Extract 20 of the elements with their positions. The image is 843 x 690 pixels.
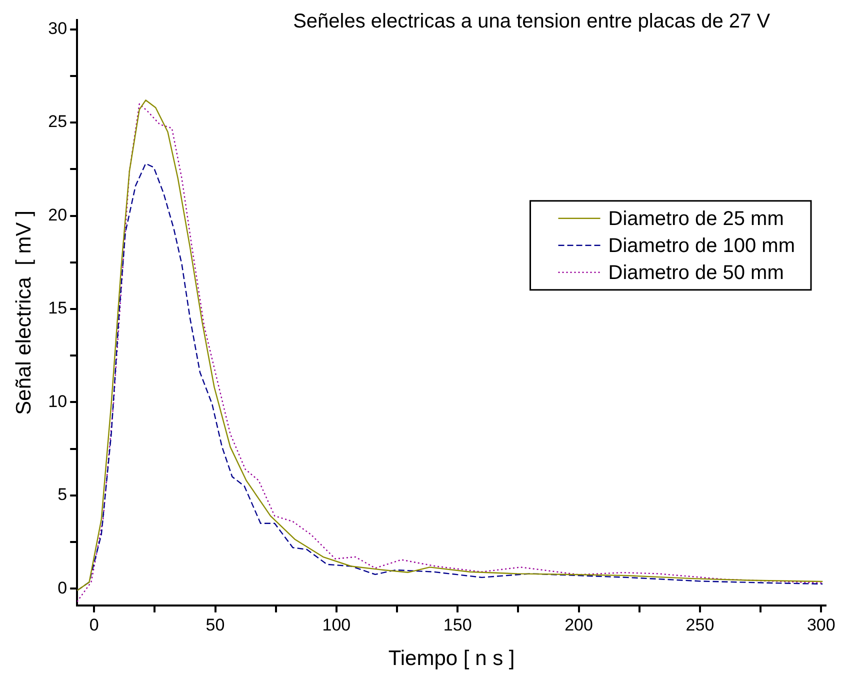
chart-title: Señeles electricas a una tension entre placas de 27 V [293, 10, 771, 33]
y-tick-label: 25 [48, 112, 68, 132]
y-tick-label: 5 [58, 485, 68, 504]
x-axis-title: Tiempo [ n s ] [388, 647, 515, 670]
y-tick-label: 10 [48, 392, 68, 411]
x-tick-label: 150 [443, 615, 472, 634]
x-tick-label: 0 [89, 615, 99, 634]
y-axis-title: Señal electrica [ mV ] [12, 210, 36, 415]
legend-label: Diametro de 50 mm [608, 262, 784, 284]
x-tick-label: 100 [322, 615, 351, 634]
legend-label: Diametro de 25 mm [608, 208, 784, 230]
y-tick-label: 0 [58, 578, 68, 598]
x-tick-label: 200 [564, 615, 593, 634]
x-tick-label: 300 [806, 615, 836, 634]
y-tick-label: 15 [48, 298, 68, 318]
x-tick-label: 250 [686, 615, 714, 634]
y-tick-label: 20 [48, 205, 68, 224]
y-tick-label: 30 [48, 19, 68, 38]
x-tick-label: 50 [206, 615, 225, 634]
legend-label: Diametro de 100 mm [608, 234, 796, 257]
